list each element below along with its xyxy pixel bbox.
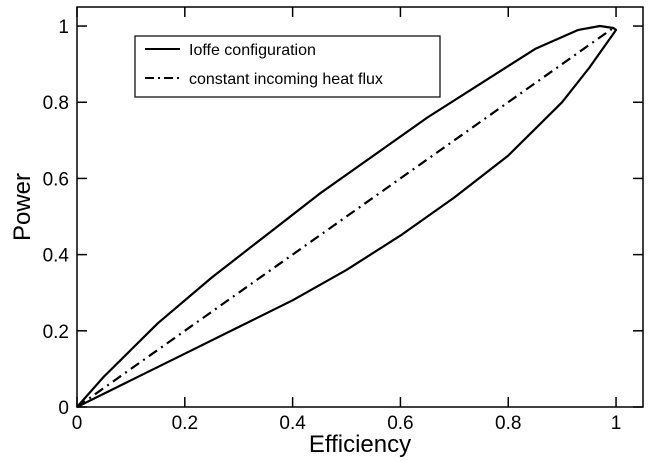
x-tick-label: 0: [72, 413, 83, 434]
x-tick-label: 0.2: [172, 413, 198, 434]
x-axis-ticks: 0 0.2 0.4 0.6 0.8 1: [72, 7, 622, 434]
y-tick-label: 0.2: [43, 322, 69, 343]
x-tick-label: 1: [611, 413, 622, 434]
y-tick-label: 0.4: [43, 246, 70, 267]
x-tick-label: 0.6: [387, 413, 413, 434]
series-line-constant-flux: [76, 25, 617, 408]
y-tick-label: 0: [58, 398, 69, 419]
legend: Ioffe configuration constant incoming he…: [134, 35, 441, 98]
x-tick-label: 0.8: [495, 413, 521, 434]
y-tick-label: 1: [58, 17, 69, 38]
y-axis-label: Power: [9, 173, 36, 241]
x-tick-label: 0.4: [279, 413, 306, 434]
legend-box: [134, 35, 441, 98]
y-tick-label: 0.6: [43, 169, 69, 190]
plot-frame: [76, 6, 644, 408]
series-layer: [76, 24, 618, 408]
y-tick-label: 0.8: [43, 93, 69, 114]
series-line-ioffe: [76, 24, 618, 408]
legend-label-constant-flux: constant incoming heat flux: [189, 71, 383, 88]
x-axis-label: Efficiency: [309, 431, 411, 458]
legend-label-ioffe: Ioffe configuration: [189, 42, 316, 59]
y-axis-ticks: 0 0.2 0.4 0.6 0.8 1: [43, 17, 643, 419]
